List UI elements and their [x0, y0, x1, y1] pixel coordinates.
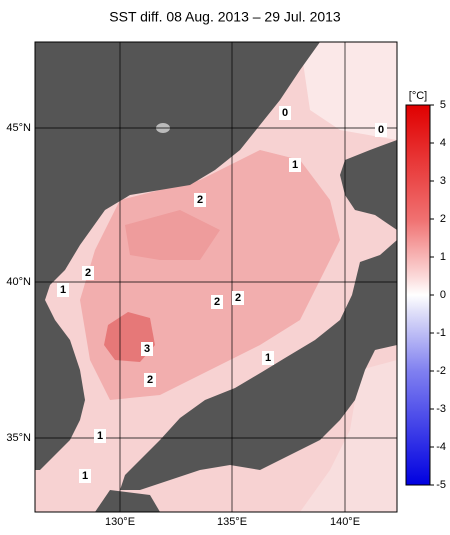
- contour-label: 1: [97, 430, 103, 442]
- graticule: [35, 42, 397, 512]
- colorbar-tick-label: -3: [436, 403, 446, 415]
- colorbar-tick-label: -4: [436, 441, 446, 453]
- lat-label: 35°N: [6, 432, 31, 444]
- title: SST diff. 08 Aug. 2013 – 29 Jul. 2013: [109, 9, 341, 25]
- contour-label-box: [279, 106, 291, 120]
- contour-label: 1: [60, 284, 66, 296]
- lon-label: 130°E: [105, 516, 135, 528]
- colorbar-tick-label: -2: [436, 365, 446, 377]
- colorbar-tick-label: -5: [436, 479, 446, 491]
- contour-label: 0: [282, 107, 288, 119]
- land: [35, 42, 320, 470]
- contour-label: 2: [214, 296, 220, 308]
- lon-label: 140°E: [330, 516, 360, 528]
- contour-label: 2: [235, 292, 241, 304]
- map: [35, 42, 397, 512]
- lon-label: 135°E: [217, 516, 247, 528]
- sea-warm: [125, 210, 220, 260]
- contour-label-box: [144, 373, 156, 387]
- contour-label: 0: [378, 124, 384, 136]
- contour-label-box: [375, 123, 387, 137]
- contour-label-box: [94, 429, 106, 443]
- colorbar-tick-label: 2: [440, 213, 446, 225]
- sea-light: [300, 42, 397, 140]
- lat-label: 45°N: [6, 122, 31, 134]
- sea-pacific: [300, 360, 397, 512]
- contour-label: 2: [147, 374, 153, 386]
- contour-label: 1: [82, 470, 88, 482]
- lat-label: 40°N: [6, 276, 31, 288]
- colorbar-tick-label: 3: [440, 175, 446, 187]
- contour-label: 1: [292, 159, 298, 171]
- colorbar-tick-label: 5: [440, 99, 446, 111]
- contour-label-box: [289, 158, 301, 172]
- contour-label-box: [141, 342, 153, 356]
- contour-label: 3: [144, 343, 150, 355]
- land: [120, 240, 397, 490]
- map-frame: [34, 41, 398, 513]
- contour-label-box: [79, 469, 91, 483]
- contour-label-box: [82, 266, 94, 280]
- colorbar-tick-label: 4: [440, 137, 446, 149]
- contour-label: 2: [85, 267, 91, 279]
- colorbar-tick-label: 0: [440, 289, 446, 301]
- land: [340, 140, 397, 230]
- contour-label-box: [232, 291, 244, 305]
- colorbar-tick-label: -1: [436, 327, 446, 339]
- colorbar: [405, 104, 431, 486]
- colorbar-unit: [°C]: [409, 90, 427, 102]
- contour-label-box: [57, 283, 69, 297]
- contour-label-box: [262, 351, 274, 365]
- contour-label: 1: [265, 352, 271, 364]
- contour-label-box: [211, 295, 223, 309]
- contour-label: 2: [197, 194, 203, 206]
- land: [95, 490, 160, 512]
- contour-label-box: [194, 193, 206, 207]
- colorbar-tick-label: 1: [440, 251, 446, 263]
